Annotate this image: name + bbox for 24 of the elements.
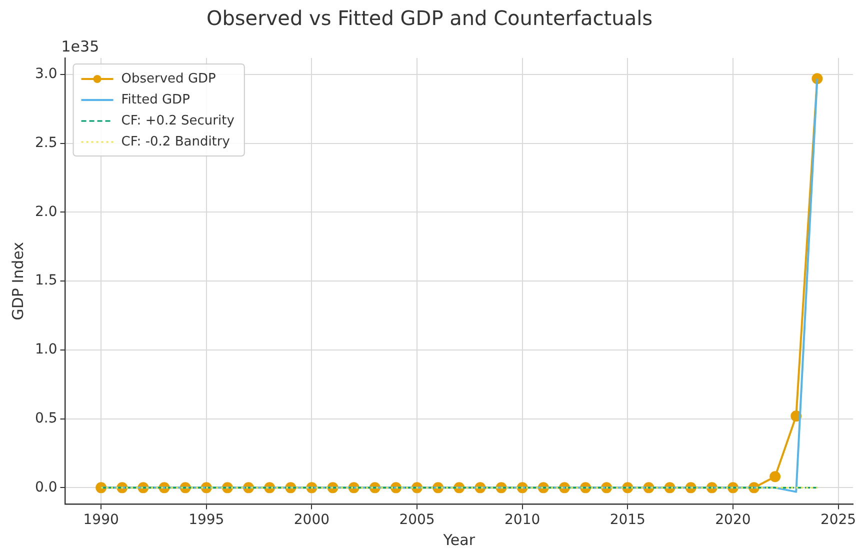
text: 1e35 <box>61 37 100 56</box>
x-tick-label: 2010 <box>504 512 540 528</box>
x-tick-label: 1990 <box>83 512 119 528</box>
y-tick-label: 0.5 <box>35 410 58 426</box>
legend-label: CF: +0.2 Security <box>121 113 235 128</box>
x-tick-label: 2015 <box>610 512 646 528</box>
y-tick-label: 2.5 <box>35 135 58 152</box>
point <box>770 471 781 482</box>
y-tick-label: 2.0 <box>35 204 58 220</box>
x-tick-label: 1995 <box>188 512 224 528</box>
y-tick-label: 0.0 <box>35 479 58 496</box>
y-tick-label: 1.5 <box>35 272 58 289</box>
legend-label: Fitted GDP <box>121 92 190 108</box>
x-tick-label: 2025 <box>820 512 856 528</box>
legend-label: CF: -0.2 Banditry <box>121 134 230 150</box>
x-tick-label: 2020 <box>715 512 751 528</box>
y-tick-label: 1.0 <box>35 342 58 358</box>
y-tick-label: 3.0 <box>35 66 58 82</box>
x-axis-title: Year <box>442 530 476 549</box>
chart-title: Observed vs Fitted GDP and Counterfactuals <box>206 6 653 30</box>
legend-label: Observed GDP <box>121 71 216 86</box>
x-tick-label: 2005 <box>399 512 435 528</box>
y-axis-title: GDP Index <box>8 242 27 320</box>
x-tick-label: 2000 <box>294 512 330 528</box>
